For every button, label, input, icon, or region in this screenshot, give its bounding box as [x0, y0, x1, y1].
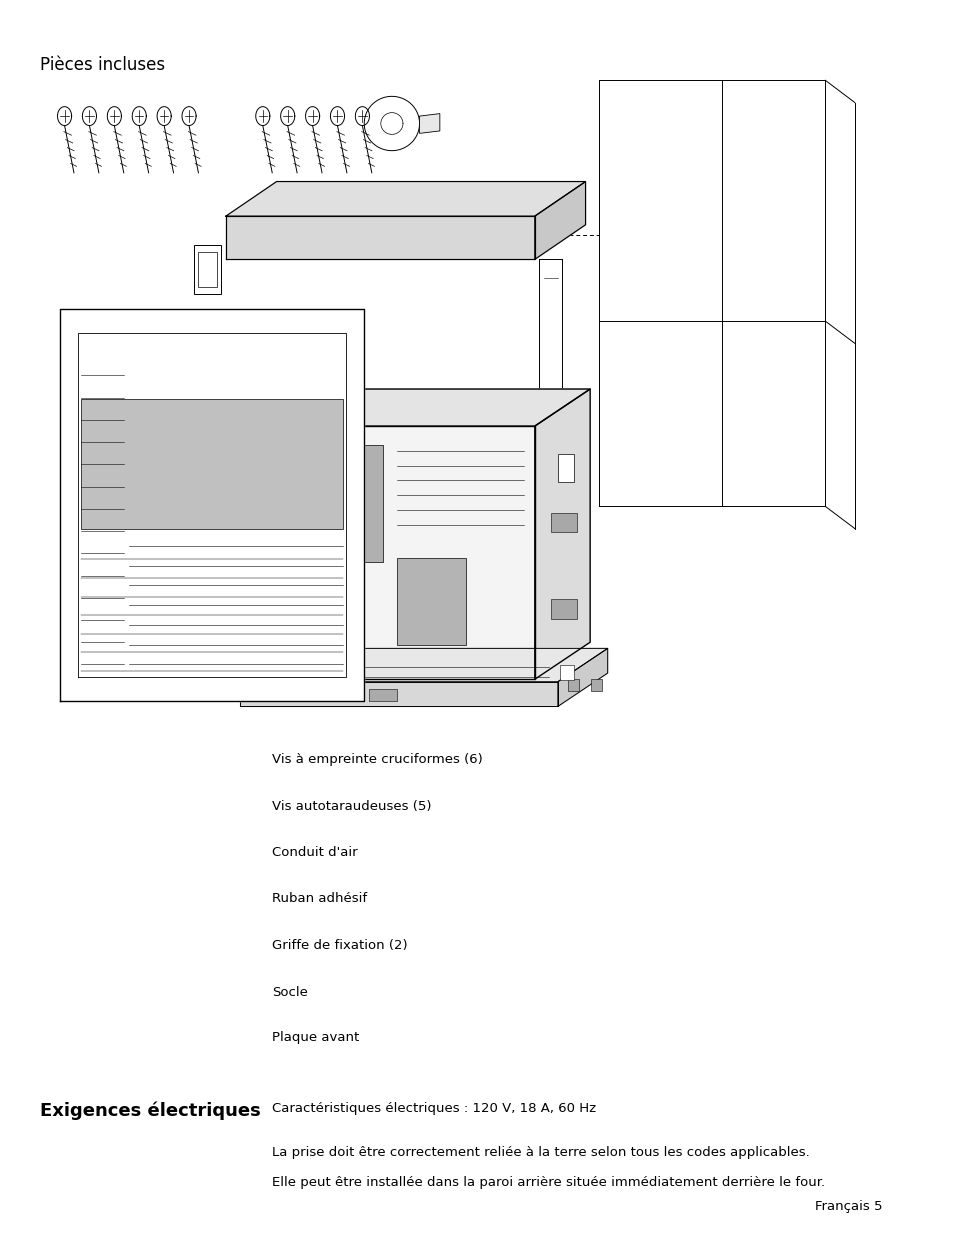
Polygon shape — [558, 648, 607, 706]
Text: Griffe de fixation (2): Griffe de fixation (2) — [272, 939, 407, 952]
Text: Ruban adhésif: Ruban adhésif — [272, 892, 367, 905]
Bar — [369, 689, 396, 701]
Polygon shape — [355, 106, 369, 126]
Polygon shape — [234, 389, 590, 426]
Polygon shape — [364, 96, 419, 151]
Polygon shape — [182, 106, 196, 126]
Text: Français 5: Français 5 — [814, 1199, 882, 1213]
Polygon shape — [57, 106, 71, 126]
Text: Pièces incluses: Pièces incluses — [40, 56, 165, 74]
Text: Vis autotaraudeuses (5): Vis autotaraudeuses (5) — [272, 800, 431, 814]
Polygon shape — [535, 389, 590, 679]
Bar — [567, 679, 578, 692]
Polygon shape — [107, 106, 121, 126]
Bar — [258, 689, 286, 701]
Text: Elle peut être installée dans la paroi arrière située immédiatement derrière le : Elle peut être installée dans la paroi a… — [272, 1176, 824, 1189]
Bar — [314, 689, 341, 701]
Polygon shape — [157, 106, 171, 126]
Bar — [81, 399, 343, 529]
Polygon shape — [239, 682, 558, 706]
Polygon shape — [60, 309, 364, 701]
Polygon shape — [82, 106, 96, 126]
Bar — [590, 679, 601, 692]
Polygon shape — [535, 182, 585, 259]
Bar — [551, 513, 577, 532]
Bar — [559, 666, 574, 680]
Text: Plaque avant: Plaque avant — [272, 1031, 359, 1045]
Text: Socle: Socle — [272, 986, 308, 999]
Bar — [198, 252, 216, 287]
Polygon shape — [226, 182, 585, 216]
Polygon shape — [255, 106, 270, 126]
Polygon shape — [234, 426, 535, 679]
Text: Conduit d'air: Conduit d'air — [272, 846, 357, 860]
Bar — [396, 558, 465, 645]
Polygon shape — [280, 106, 294, 126]
Polygon shape — [239, 648, 607, 682]
Polygon shape — [226, 216, 535, 259]
Bar — [209, 521, 230, 568]
Polygon shape — [305, 106, 319, 126]
Bar — [551, 599, 577, 619]
Bar — [249, 445, 382, 562]
Polygon shape — [132, 106, 146, 126]
Polygon shape — [330, 106, 344, 126]
Text: Exigences électriques: Exigences électriques — [40, 1102, 260, 1120]
Bar — [558, 454, 574, 482]
Text: Vis à empreinte cruciformes (6): Vis à empreinte cruciformes (6) — [272, 753, 482, 767]
Polygon shape — [419, 114, 439, 133]
Bar — [193, 245, 221, 294]
Text: La prise doit être correctement reliée à la terre selon tous les codes applicabl: La prise doit être correctement reliée à… — [272, 1146, 809, 1160]
Text: Caractéristiques électriques : 120 V, 18 A, 60 Hz: Caractéristiques électriques : 120 V, 18… — [272, 1102, 596, 1115]
